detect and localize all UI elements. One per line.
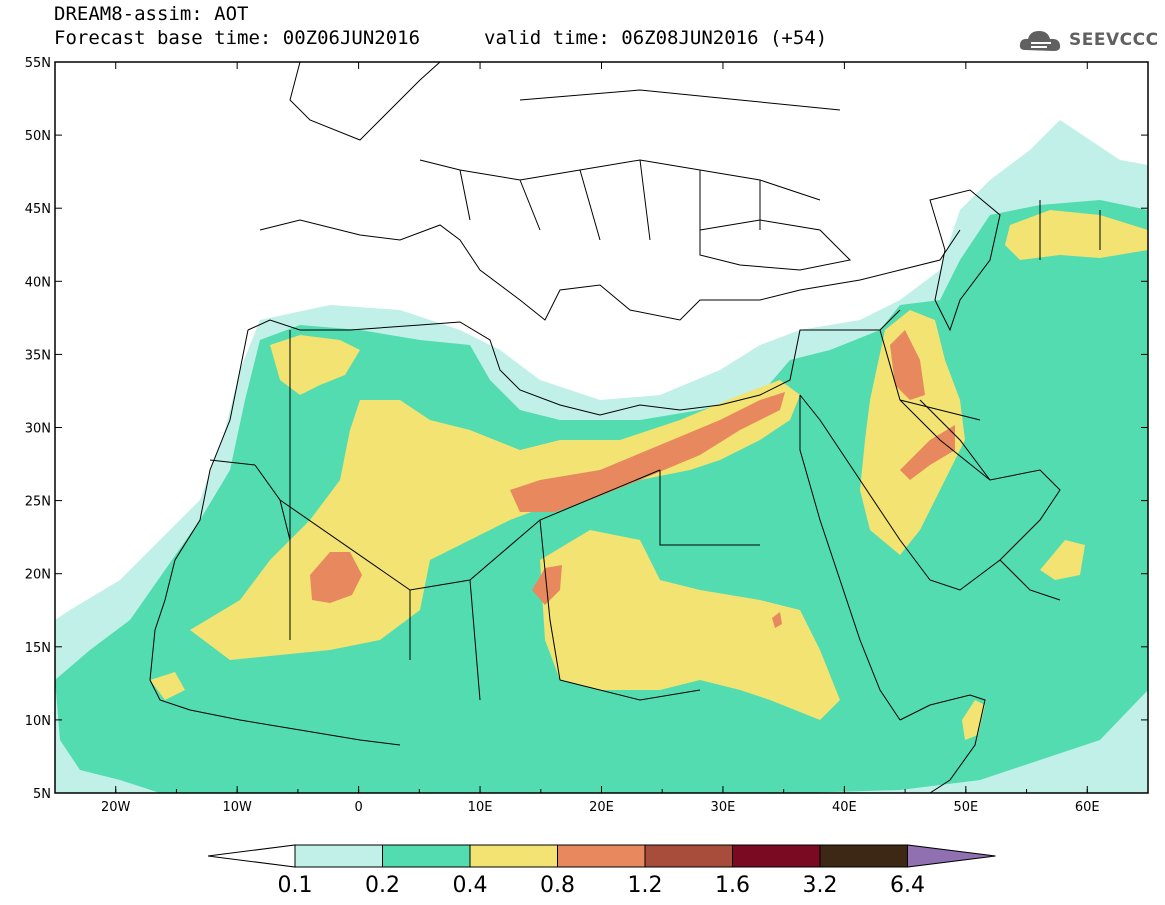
aot-level-0.4-e bbox=[270, 335, 360, 395]
aot-level-0.4-b bbox=[540, 530, 840, 720]
borders-europe bbox=[419, 89, 841, 241]
coastline-north-europe bbox=[289, 62, 441, 141]
colorbar-label: 0.1 bbox=[278, 873, 313, 898]
aot-level-0.8-f bbox=[772, 612, 782, 628]
colorbar-segment bbox=[469, 844, 558, 868]
lon-tick-label: 50E bbox=[953, 800, 978, 815]
coastline-europe bbox=[259, 219, 961, 321]
aot-level-0.4-d bbox=[1005, 210, 1148, 260]
coastline-arabia bbox=[799, 394, 1061, 591]
cloud-logo-icon bbox=[1019, 31, 1061, 51]
lat-tick-label: 55N bbox=[25, 56, 51, 71]
coastlines bbox=[149, 62, 1101, 793]
colorbar-label: 3.2 bbox=[803, 873, 838, 898]
forecast-base-time: Forecast base time: 00Z06JUN2016 bbox=[54, 27, 421, 49]
seevccc-logo: SEEVCCC bbox=[1017, 22, 1159, 58]
colorbar-label: 1.2 bbox=[628, 873, 663, 898]
coastline-europe-africa bbox=[247, 309, 901, 416]
lat-tick-label: 30N bbox=[25, 422, 51, 437]
colorbar-segment bbox=[294, 844, 383, 868]
lon-tick-label: 40E bbox=[832, 800, 857, 815]
colorbar-label: 1.6 bbox=[715, 873, 750, 898]
lat-tick-label: 10N bbox=[25, 714, 51, 729]
colorbar-segment bbox=[557, 844, 646, 868]
lat-tick-label: 50N bbox=[25, 129, 51, 144]
lon-tick-label: 10E bbox=[468, 800, 493, 815]
lon-tick-label: 30E bbox=[711, 800, 736, 815]
valid-time: valid time: 06Z08JUN2016 (+54) bbox=[484, 27, 828, 49]
lat-axis: 5N 10N 15N 20N 25N 30N 35N 40N 45N 50N 55N bbox=[25, 56, 1148, 802]
coastline-west-africa bbox=[149, 329, 401, 746]
colorbar-segment bbox=[819, 844, 908, 868]
logo-text: SEEVCCC bbox=[1069, 30, 1159, 50]
coastline-horn bbox=[899, 694, 986, 793]
borders-africa bbox=[209, 330, 760, 701]
map-title: DREAM8-assim: AOT bbox=[54, 3, 249, 25]
lat-tick-label: 20N bbox=[25, 568, 51, 583]
aot-level-0.4-f bbox=[150, 672, 185, 700]
colorbar-segment bbox=[382, 844, 471, 868]
lat-tick-label: 45N bbox=[25, 202, 51, 217]
colorbar: 0.1 0.2 0.4 0.8 1.2 1.6 3.2 6.4 bbox=[207, 844, 996, 898]
lon-tick-label: 20E bbox=[589, 800, 614, 815]
lat-tick-label: 35N bbox=[25, 348, 51, 363]
aot-level-0.8-a bbox=[510, 392, 785, 512]
aot-level-0.4-c bbox=[860, 310, 965, 555]
colorbar-segment bbox=[732, 844, 821, 868]
aot-level-0.8-b bbox=[310, 552, 362, 603]
aot-level-0.8-d bbox=[890, 330, 925, 400]
lon-axis: 20W 10W 0 10E 20E 30E 40E 50E 60E bbox=[54, 62, 1149, 815]
colorbar-arrow-low bbox=[207, 844, 296, 868]
lon-tick-label: 60E bbox=[1075, 800, 1100, 815]
coastline-red-sea bbox=[799, 395, 901, 721]
lon-tick-label: 10W bbox=[222, 800, 252, 815]
lon-tick-label: 20W bbox=[101, 800, 131, 815]
colorbar-arrow-high bbox=[907, 844, 996, 868]
lat-tick-label: 40N bbox=[25, 275, 51, 290]
colorbar-label: 6.4 bbox=[890, 873, 925, 898]
coastline-black-caspian bbox=[699, 189, 1001, 332]
aot-level-0.4-h bbox=[962, 700, 985, 740]
colorbar-label: 0.4 bbox=[453, 873, 488, 898]
aot-level-0.8-e bbox=[900, 425, 955, 480]
colorbar-label: 0.2 bbox=[365, 873, 400, 898]
lat-tick-label: 5N bbox=[33, 787, 51, 802]
colorbar-label: 0.8 bbox=[540, 873, 575, 898]
aot-field bbox=[55, 120, 1148, 793]
lon-tick-label: 0 bbox=[354, 800, 362, 815]
colorbar-segment bbox=[644, 844, 733, 868]
lat-tick-label: 25N bbox=[25, 495, 51, 510]
aot-level-0.4-g bbox=[1040, 540, 1085, 580]
borders-middle-east bbox=[879, 200, 1101, 601]
lat-tick-label: 15N bbox=[25, 641, 51, 656]
